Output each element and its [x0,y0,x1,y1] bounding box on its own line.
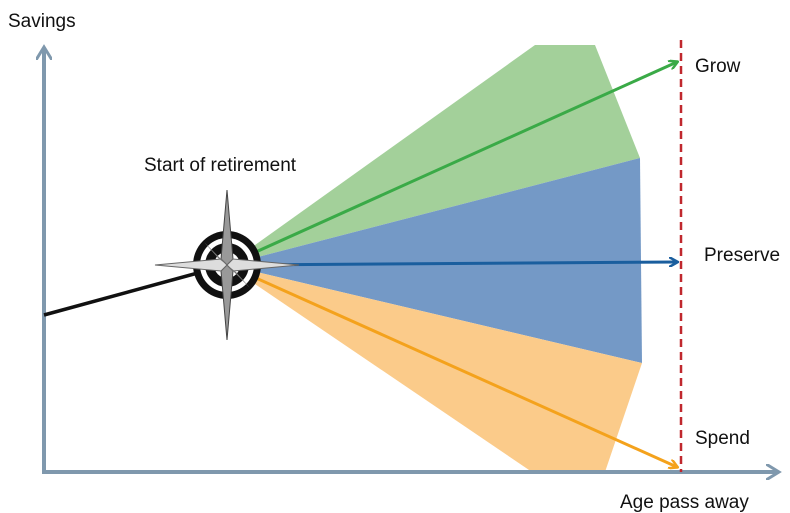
spend-label: Spend [695,428,750,449]
start-label: Start of retirement [144,155,297,176]
spend-arrow [226,263,677,467]
preserve-arrow [226,262,677,265]
spend-zone [227,265,642,472]
grow-label: Grow [695,56,741,77]
preserve-label: Preserve [704,245,780,266]
x-axis-label: Age pass away [620,492,749,513]
y-axis-label: Savings [8,11,76,32]
grow-zone [227,45,640,265]
grow-arrow [226,62,677,267]
compass [154,189,300,341]
preserve-zone [227,158,642,363]
